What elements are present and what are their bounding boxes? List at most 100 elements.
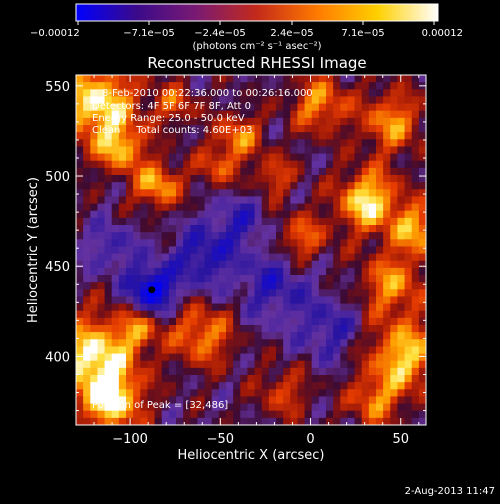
heatmap-cell	[404, 267, 413, 276]
heatmap-cell	[261, 367, 270, 376]
heatmap-cell	[418, 103, 427, 112]
heatmap-cell	[211, 125, 220, 133]
heatmap-cell	[283, 253, 291, 262]
heatmap-cell	[111, 275, 120, 283]
heatmap-cell	[204, 225, 213, 233]
heatmap-cell	[140, 196, 148, 204]
heatmap-cell	[176, 382, 184, 390]
heatmap-cell	[276, 146, 284, 154]
heatmap-cell	[140, 175, 148, 183]
x-tick-label: 50	[392, 432, 409, 447]
heatmap-cell	[247, 382, 255, 390]
heatmap-cell	[283, 267, 291, 276]
heatmap-cell	[340, 353, 348, 362]
heatmap-cell	[268, 360, 277, 369]
heatmap-cell	[168, 403, 177, 412]
heatmap-cell	[368, 246, 377, 254]
heatmap-cell	[247, 396, 255, 404]
heatmap-cell	[368, 82, 377, 90]
heatmap-cell	[226, 125, 234, 133]
heatmap-cell	[411, 82, 420, 90]
heatmap-cell	[183, 396, 191, 404]
heatmap-cell	[97, 296, 105, 304]
heatmap-cell	[176, 417, 184, 426]
heatmap-cell	[154, 296, 163, 304]
heatmap-cell	[218, 167, 227, 176]
heatmap-cell	[168, 225, 177, 233]
heatmap-cell	[226, 146, 234, 154]
heatmap-cell	[404, 339, 413, 347]
heatmap-cell	[140, 225, 148, 233]
heatmap-cell	[97, 403, 105, 412]
heatmap-cell	[397, 146, 405, 154]
heatmap-cell	[340, 310, 348, 319]
heatmap-cell	[390, 139, 398, 147]
heatmap	[75, 74, 427, 426]
heatmap-cell	[111, 125, 120, 133]
heatmap-cell	[390, 167, 398, 176]
heatmap-cell	[254, 389, 263, 397]
heatmap-cell	[104, 289, 113, 297]
heatmap-cell	[268, 146, 277, 154]
heatmap-cell	[268, 189, 277, 197]
heatmap-cell	[168, 303, 177, 312]
heatmap-cell	[297, 317, 305, 326]
heatmap-cell	[340, 339, 348, 347]
heatmap-cell	[297, 325, 305, 333]
heatmap-cell	[126, 146, 134, 154]
heatmap-cell	[397, 160, 405, 169]
heatmap-cell	[368, 417, 377, 426]
heatmap-cell	[276, 110, 284, 119]
heatmap-cell	[226, 267, 234, 276]
heatmap-cell	[147, 317, 155, 326]
heatmap-cell	[90, 360, 98, 369]
heatmap-cell	[240, 189, 248, 197]
heatmap-cell	[76, 317, 84, 326]
heatmap-cell	[404, 367, 413, 376]
heatmap-cell	[418, 117, 427, 126]
heatmap-cell	[397, 382, 405, 390]
heatmap-cell	[333, 317, 341, 326]
heatmap-cell	[233, 303, 241, 312]
heatmap-cell	[211, 96, 220, 104]
heatmap-cell	[411, 125, 420, 133]
heatmap-cell	[204, 367, 213, 376]
heatmap-cell	[133, 232, 141, 240]
heatmap-cell	[254, 189, 263, 197]
heatmap-cell	[97, 375, 105, 383]
heatmap-cell	[218, 346, 227, 354]
heatmap-cell	[297, 310, 305, 319]
heatmap-cell	[233, 82, 241, 90]
heatmap-cell	[418, 332, 427, 340]
heatmap-cell	[104, 360, 113, 369]
heatmap-cell	[283, 139, 291, 147]
heatmap-cell	[368, 260, 377, 269]
heatmap-cell	[176, 360, 184, 369]
heatmap-cell	[254, 125, 263, 133]
heatmap-cell	[111, 246, 120, 254]
heatmap-cell	[318, 317, 327, 326]
heatmap-cell	[97, 303, 105, 312]
heatmap-cell	[111, 182, 120, 190]
heatmap-cell	[276, 289, 284, 297]
heatmap-cell	[161, 225, 170, 233]
heatmap-cell	[126, 89, 134, 97]
heatmap-cell	[133, 396, 141, 404]
heatmap-cell	[90, 160, 98, 169]
heatmap-cell	[326, 296, 334, 304]
heatmap-cell	[418, 367, 427, 376]
heatmap-cell	[283, 117, 291, 126]
heatmap-cell	[368, 403, 377, 412]
heatmap-cell	[390, 296, 398, 304]
heatmap-cell	[211, 153, 220, 162]
heatmap-cell	[240, 103, 248, 112]
heatmap-cell	[161, 317, 170, 326]
heatmap-cell	[161, 389, 170, 397]
heatmap-cell	[411, 310, 420, 319]
heatmap-cell	[233, 125, 241, 133]
heatmap-cell	[261, 346, 270, 354]
heatmap-cell	[226, 225, 234, 233]
heatmap-cell	[418, 346, 427, 354]
heatmap-cell	[411, 96, 420, 104]
heatmap-cell	[383, 232, 391, 240]
